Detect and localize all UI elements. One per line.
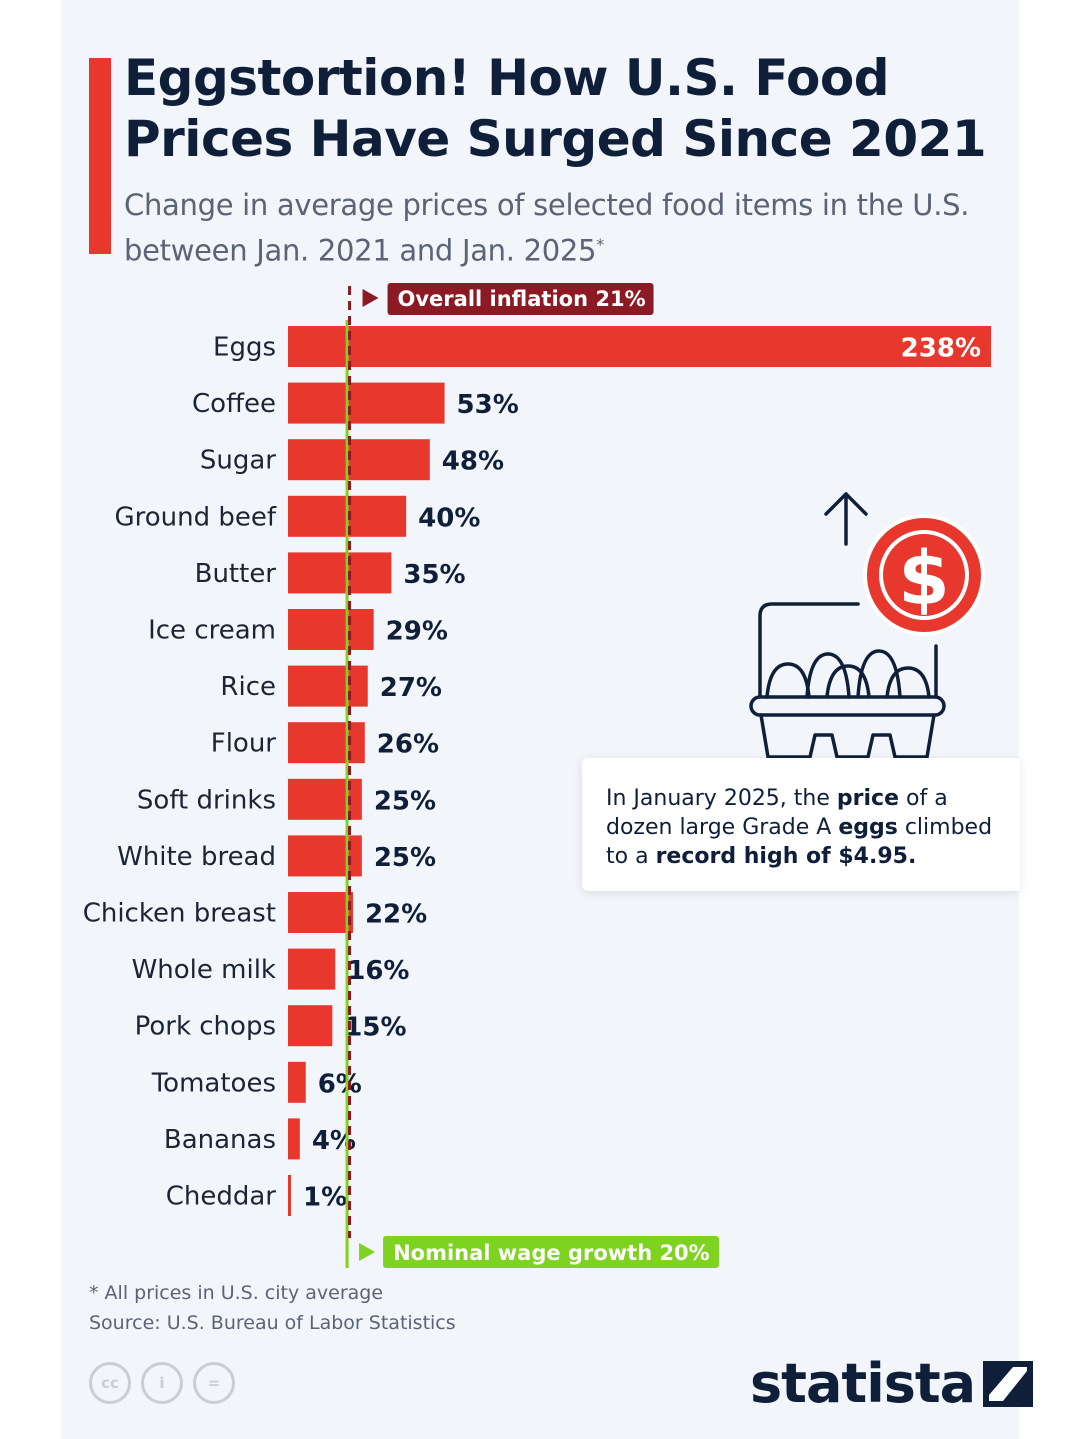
bar-6	[288, 665, 368, 707]
bar-13	[288, 1061, 306, 1103]
category-label-10: Chicken breast	[83, 899, 276, 929]
value-label-13: 6%	[318, 1069, 362, 1099]
value-label-0: 238%	[901, 334, 981, 364]
price-badge-ring	[879, 530, 969, 620]
bar-11	[288, 948, 336, 990]
value-label-12: 15%	[344, 1013, 406, 1043]
subtitle-text: Change in average prices of selected foo…	[124, 188, 970, 268]
brand-wordmark: statista	[750, 1352, 976, 1415]
infographic-card	[61, 0, 1019, 1439]
value-label-8: 25%	[374, 786, 436, 816]
bar-12	[288, 1005, 333, 1047]
bar-5	[288, 609, 374, 650]
callout-bold-price: price	[836, 786, 900, 811]
bar-10	[288, 892, 353, 933]
value-label-15: 1%	[303, 1183, 347, 1213]
footnote: * All prices in U.S. city average	[89, 1282, 384, 1304]
bar-4	[288, 552, 392, 594]
bar-0	[288, 326, 991, 367]
license-icons: cc i =	[89, 1362, 235, 1404]
bar-1	[288, 382, 445, 424]
egg-price-callout: In January 2025, the price of a dozen la…	[582, 758, 1020, 891]
category-label-9: White bread	[117, 842, 276, 872]
category-label-12: Pork chops	[135, 1012, 276, 1042]
category-label-13: Tomatoes	[151, 1068, 276, 1098]
category-label-5: Ice cream	[148, 616, 276, 646]
value-label-9: 25%	[374, 843, 436, 873]
subtitle-footnote-mark: *	[596, 235, 604, 254]
bar-7	[288, 722, 365, 764]
egg-carton-price-up-icon	[749, 492, 946, 759]
category-label-0: Eggs	[213, 333, 276, 363]
category-label-6: Rice	[220, 672, 276, 702]
source: Source: U.S. Bureau of Labor Statistics	[89, 1312, 456, 1334]
no-derivatives-icon[interactable]: =	[193, 1362, 235, 1404]
callout-text: In January 2025, the price of a dozen la…	[606, 784, 1011, 871]
category-label-15: Cheddar	[166, 1182, 277, 1212]
wage-marker-icon	[359, 1243, 376, 1261]
footnote-block: * All prices in U.S. city average Source…	[89, 1278, 456, 1338]
callout-text-part2: of a dozen large Grade A	[606, 786, 948, 840]
dollar-sign-icon: $	[898, 536, 950, 622]
page-title: Eggstortion! How U.S. Food Prices Have S…	[124, 49, 987, 168]
value-label-5: 29%	[386, 617, 448, 647]
value-label-1: 53%	[457, 390, 519, 420]
callout-text-part3: climbed to a	[606, 815, 993, 869]
category-label-7: Flour	[211, 729, 277, 759]
category-label-4: Butter	[195, 559, 277, 589]
value-label-2: 48%	[442, 447, 504, 477]
value-label-10: 22%	[365, 900, 427, 930]
bar-14	[288, 1118, 300, 1160]
bar-2	[288, 439, 430, 481]
subtitle: Change in average prices of selected foo…	[124, 186, 1004, 271]
value-label-11: 16%	[347, 956, 409, 986]
wage-label-box	[383, 1236, 720, 1268]
value-label-6: 27%	[380, 673, 442, 703]
value-label-3: 40%	[418, 503, 480, 533]
value-label-7: 26%	[377, 730, 439, 760]
category-label-1: Coffee	[192, 389, 276, 419]
value-label-4: 35%	[403, 560, 465, 590]
title-accent-bar	[89, 58, 111, 254]
statista-mark-icon	[983, 1361, 1034, 1407]
category-label-8: Soft drinks	[137, 785, 276, 815]
inflation-marker-icon	[362, 289, 379, 307]
bar-15	[288, 1175, 291, 1216]
category-label-14: Bananas	[164, 1125, 276, 1155]
category-label-2: Sugar	[200, 446, 276, 476]
attribution-icon[interactable]: i	[141, 1362, 183, 1404]
callout-text-part1: In January 2025, the	[606, 786, 837, 811]
inflation-label-box	[387, 283, 654, 315]
inflation-label: Overall inflation 21%	[398, 287, 646, 311]
category-label-11: Whole milk	[132, 955, 276, 985]
category-label-3: Ground beef	[114, 502, 276, 532]
callout-bold-eggs: eggs	[838, 815, 898, 840]
creative-commons-icon[interactable]: cc	[89, 1362, 131, 1404]
callout-bold-record: record high of $4.95.	[655, 844, 917, 869]
wage-label: Nominal wage growth 20%	[393, 1241, 710, 1265]
statista-logo[interactable]: statista	[750, 1352, 1034, 1415]
